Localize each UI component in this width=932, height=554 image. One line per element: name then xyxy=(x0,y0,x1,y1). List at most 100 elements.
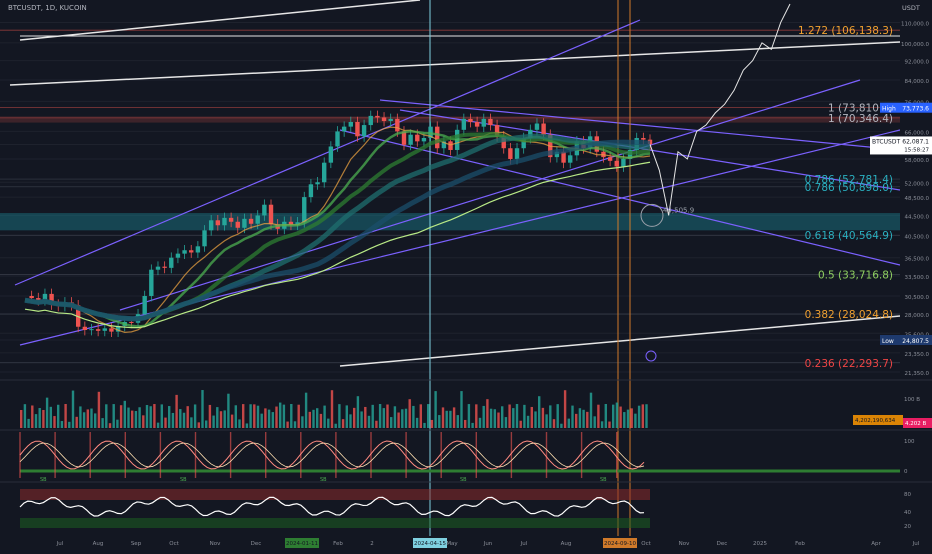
highlighted-date-bg xyxy=(285,538,319,548)
volume-bar xyxy=(293,421,297,428)
volume-bar xyxy=(34,414,38,428)
volume-bar xyxy=(390,417,393,428)
volume-bar xyxy=(330,390,334,428)
volume-bar xyxy=(571,405,574,428)
volume-bar xyxy=(449,410,452,428)
candle-body xyxy=(607,157,613,161)
volume-bar xyxy=(438,415,441,428)
volume-bar xyxy=(523,404,526,428)
volume-bar xyxy=(230,414,234,428)
time-tick: Oct xyxy=(169,541,179,547)
candle-body xyxy=(49,293,54,305)
time-tick: May xyxy=(446,541,458,547)
time-tick: Jul xyxy=(520,541,528,547)
volume-bar xyxy=(397,412,400,428)
osc2-tick: 20 xyxy=(904,524,911,530)
candle-body xyxy=(175,253,181,258)
volume-bar xyxy=(645,404,648,428)
candle-body xyxy=(621,158,626,167)
volume-bar xyxy=(116,419,119,428)
candle-body xyxy=(415,134,420,142)
volume-bar xyxy=(316,408,319,428)
volume-bar xyxy=(334,423,337,428)
candle-body xyxy=(381,117,387,122)
channel-line xyxy=(379,99,901,151)
price-axis: 110,000.0100,000.092,000.084,000.076,000… xyxy=(900,0,932,550)
volume-bar xyxy=(460,391,463,428)
volume-bar xyxy=(519,420,522,428)
volume-bar xyxy=(108,423,112,428)
volume-bar xyxy=(94,413,97,428)
volume-bar xyxy=(179,409,182,428)
volume-bar xyxy=(419,404,422,428)
price-tick: 100,000.0 xyxy=(901,42,929,48)
volume-bar xyxy=(541,407,545,428)
vol-badge-bg xyxy=(853,415,903,425)
candle-body xyxy=(288,221,294,225)
volume-bar xyxy=(60,421,64,428)
volume-bar xyxy=(138,407,141,428)
volume-bar xyxy=(71,390,75,428)
volume-bar xyxy=(534,411,537,428)
candle-body xyxy=(441,141,447,149)
candle-body xyxy=(448,141,453,150)
volume-bar xyxy=(20,410,23,428)
time-tick: 2024-04-15 xyxy=(414,541,446,547)
volume-bar xyxy=(637,405,641,428)
volume-bar xyxy=(589,392,593,428)
price-tick: 28,000.0 xyxy=(905,313,930,319)
volume-bar xyxy=(556,404,559,428)
volume-bar xyxy=(423,422,426,428)
volume-bar xyxy=(364,406,367,428)
price-tick: 23,350.0 xyxy=(905,352,930,358)
candle-body xyxy=(228,217,234,222)
volume-bar xyxy=(271,412,274,428)
volume-bar xyxy=(586,411,589,428)
volume-bar xyxy=(349,414,352,428)
pivot-circle xyxy=(640,203,664,227)
price-tick: 58,000.0 xyxy=(905,158,930,164)
osc1-tick: 0 xyxy=(904,469,908,475)
volume-bar xyxy=(526,415,530,428)
volume-bar xyxy=(552,419,556,428)
volume-bar xyxy=(290,404,293,428)
volume-bar xyxy=(175,394,178,428)
volume-bar xyxy=(489,408,493,428)
candle-body xyxy=(295,222,300,225)
fib-label: 1 (73,810.3) xyxy=(828,103,893,115)
fib-label: 0.5 (33,716.8) xyxy=(818,270,893,282)
volume-bar xyxy=(171,412,175,428)
candle-body xyxy=(302,197,307,223)
volume-bar xyxy=(68,421,71,428)
volume-bar xyxy=(634,413,637,428)
volume-bar xyxy=(282,404,286,428)
countdown: 15:58:27 xyxy=(904,147,929,153)
low-badge-value: 24,807.5 xyxy=(902,338,929,345)
volume-bar xyxy=(319,413,323,428)
volume-bar xyxy=(427,404,430,428)
volume-bar xyxy=(367,415,371,428)
volume-bar xyxy=(112,404,115,428)
projection-line xyxy=(649,3,791,216)
volume-bar xyxy=(312,409,315,428)
volume-bar xyxy=(356,396,360,428)
volume-bar xyxy=(323,405,326,428)
volume-bar xyxy=(482,405,485,428)
low-badge-bg xyxy=(880,335,932,346)
candle-body xyxy=(169,257,174,268)
time-tick: 2024-09-10 xyxy=(604,541,636,547)
event-icon xyxy=(645,350,657,362)
channel-line xyxy=(339,129,901,266)
volume-bar xyxy=(156,422,160,428)
candle-body xyxy=(368,115,373,126)
osc1-marker: SB xyxy=(600,477,607,483)
volume-bar xyxy=(242,404,245,428)
vol-small: 4.202 B xyxy=(905,421,926,427)
volume-bar xyxy=(508,404,511,428)
volume-bar xyxy=(164,417,167,428)
candle-body xyxy=(189,250,194,253)
volume-bar xyxy=(378,404,382,428)
